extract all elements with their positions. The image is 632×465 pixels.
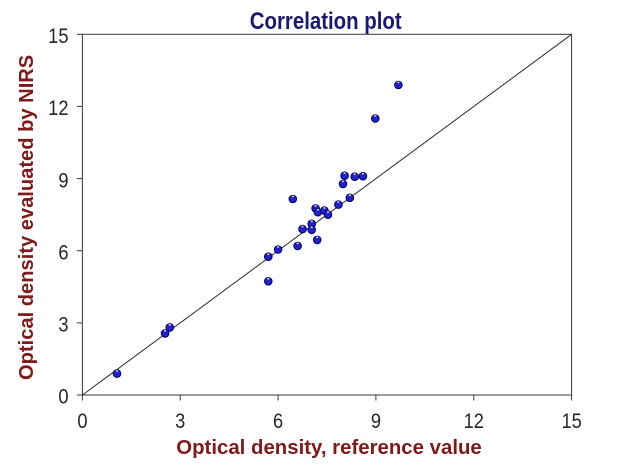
svg-text:Optical density evaluated by N: Optical density evaluated by NIRS (16, 55, 38, 380)
svg-text:6: 6 (273, 410, 283, 433)
svg-text:3: 3 (175, 410, 185, 433)
svg-text:Correlation plot: Correlation plot (250, 7, 402, 34)
svg-text:12: 12 (464, 410, 484, 433)
svg-text:0: 0 (77, 410, 87, 433)
svg-text:15: 15 (48, 25, 68, 48)
svg-text:12: 12 (48, 97, 68, 120)
svg-text:3: 3 (58, 313, 68, 336)
svg-text:0: 0 (58, 386, 68, 409)
svg-text:Optical density, reference val: Optical density, reference value (176, 436, 482, 459)
svg-text:15: 15 (561, 410, 581, 433)
svg-text:9: 9 (371, 410, 381, 433)
svg-text:6: 6 (58, 241, 68, 264)
svg-text:9: 9 (58, 169, 68, 192)
